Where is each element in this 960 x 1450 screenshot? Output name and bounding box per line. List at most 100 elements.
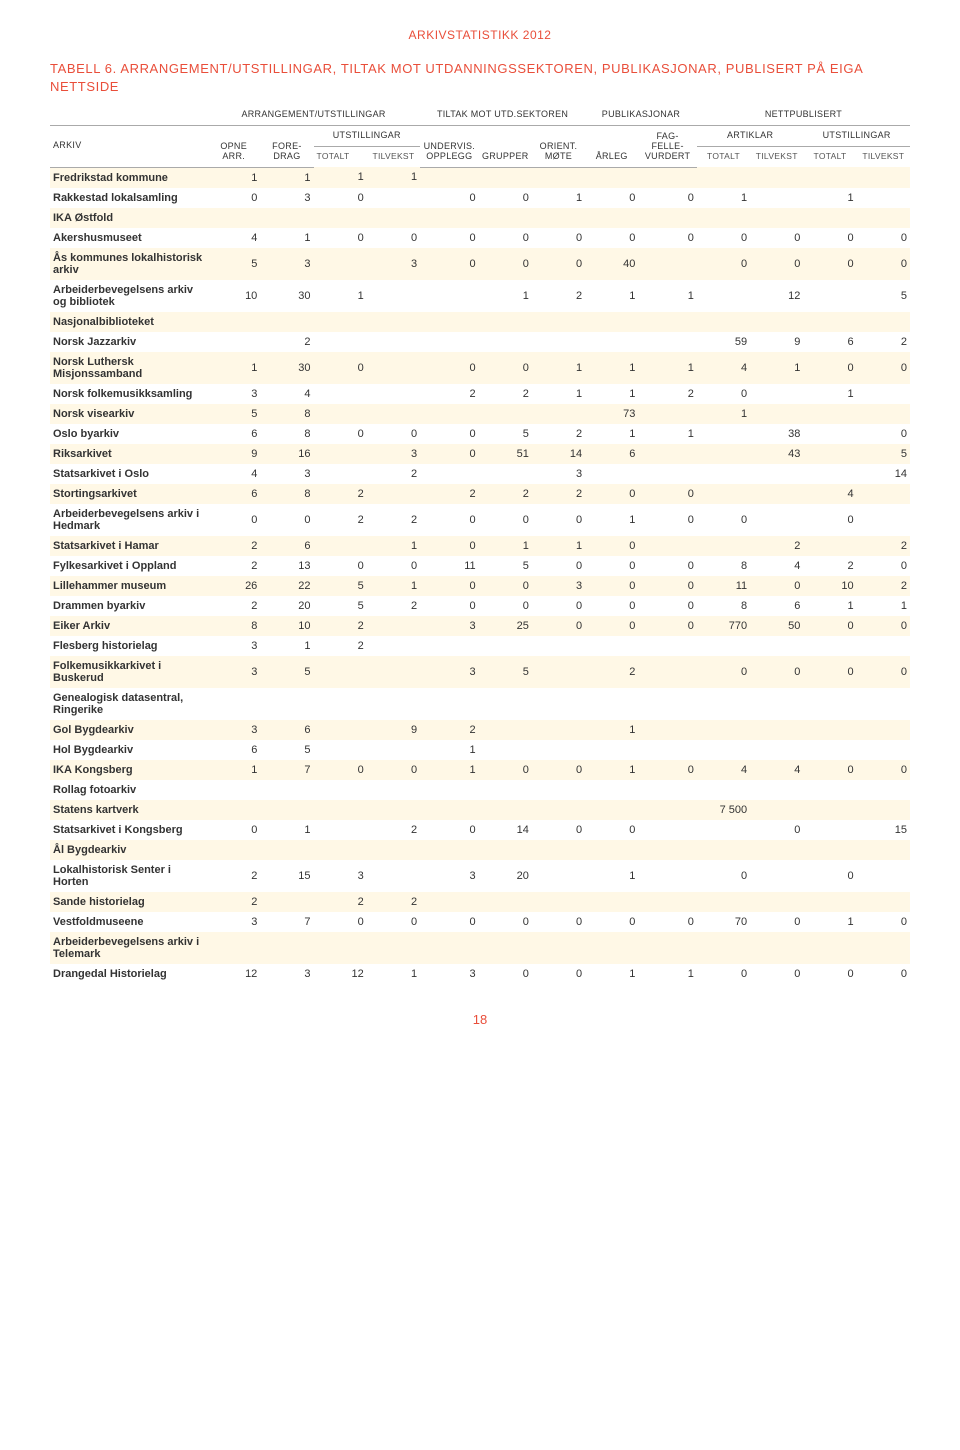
cell [750, 404, 803, 424]
cell: 12 [314, 964, 367, 984]
cell [260, 208, 313, 228]
cell: 14 [532, 444, 585, 464]
cell [750, 188, 803, 208]
row-name: Sande historielag [50, 892, 207, 912]
cell: 3 [207, 636, 260, 656]
cell [750, 740, 803, 760]
cell: 1 [585, 280, 638, 312]
table-row: Akershusmuseet4100000000000 [50, 228, 910, 248]
cell: 73 [585, 404, 638, 424]
cell [367, 860, 420, 892]
cell: 2 [750, 536, 803, 556]
cell: 0 [479, 596, 532, 616]
cell: 26 [207, 576, 260, 596]
cell [857, 188, 910, 208]
cell [750, 688, 803, 720]
col-header: ÅRLEG [585, 126, 638, 168]
cell: 0 [585, 616, 638, 636]
cell [638, 444, 697, 464]
cell [532, 860, 585, 892]
cell [532, 656, 585, 688]
cell: 0 [585, 596, 638, 616]
cell [479, 740, 532, 760]
cell [638, 820, 697, 840]
table-row: Vestfoldmuseene37000000070010 [50, 912, 910, 932]
cell [857, 932, 910, 964]
cell: 1 [314, 167, 367, 188]
cell: 4 [750, 556, 803, 576]
cell: 0 [314, 188, 367, 208]
cell [638, 208, 697, 228]
table-row: Oslo byarkiv680005211380 [50, 424, 910, 444]
cell [479, 932, 532, 964]
cell: 8 [697, 596, 750, 616]
row-name: Flesberg historielag [50, 636, 207, 656]
cell: 10 [207, 280, 260, 312]
cell [697, 688, 750, 720]
cell [585, 464, 638, 484]
cell: 2 [479, 384, 532, 404]
cell [638, 248, 697, 280]
col-header: TILVEKST [857, 147, 910, 168]
cell: 25 [479, 616, 532, 636]
table-row: Ås kommunes lokalhistorisk arkiv53300040… [50, 248, 910, 280]
cell [479, 208, 532, 228]
cell: 0 [420, 504, 479, 536]
cell: 2 [207, 596, 260, 616]
cell [638, 932, 697, 964]
table-row: Arbeiderbevegelsens arkiv i Hedmark00220… [50, 504, 910, 536]
cell: 5 [857, 444, 910, 464]
cell: 3 [260, 464, 313, 484]
row-name: Norsk Luthersk Misjonssamband [50, 352, 207, 384]
cell: 2 [367, 464, 420, 484]
cell [260, 780, 313, 800]
cell [479, 892, 532, 912]
group-header: NETTPUBLISERT [697, 105, 910, 126]
cell: 5 [314, 576, 367, 596]
cell: 0 [367, 556, 420, 576]
cell: 0 [532, 820, 585, 840]
cell [260, 932, 313, 964]
table-row: Drammen byarkiv22052000008611 [50, 596, 910, 616]
cell: 0 [750, 656, 803, 688]
cell: 16 [260, 444, 313, 464]
cell [367, 636, 420, 656]
cell [260, 892, 313, 912]
cell [207, 780, 260, 800]
cell: 5 [260, 656, 313, 688]
row-name: Fredrikstad kommune [50, 167, 207, 188]
cell [803, 800, 856, 820]
cell: 6 [260, 720, 313, 740]
cell [638, 636, 697, 656]
cell [857, 384, 910, 404]
cell: 5 [314, 596, 367, 616]
cell: 2 [314, 892, 367, 912]
cell: 0 [750, 912, 803, 932]
cell [314, 932, 367, 964]
cell: 4 [750, 760, 803, 780]
cell: 3 [260, 964, 313, 984]
cell [803, 820, 856, 840]
cell: 9 [207, 444, 260, 464]
cell: 6 [260, 536, 313, 556]
cell: 0 [314, 228, 367, 248]
cell [479, 688, 532, 720]
row-name: Lokalhistorisk Senter i Horten [50, 860, 207, 892]
cell: 2 [207, 892, 260, 912]
cell [803, 720, 856, 740]
cell [367, 780, 420, 800]
col-header: FAG-FELLE-VURDERT [638, 126, 697, 168]
table-row: Flesberg historielag312 [50, 636, 910, 656]
cell: 0 [585, 556, 638, 576]
cell: 0 [803, 504, 856, 536]
table-row: IKA Østfold [50, 208, 910, 228]
cell [479, 780, 532, 800]
cell [803, 840, 856, 860]
cell: 0 [479, 504, 532, 536]
cell: 9 [367, 720, 420, 740]
table-row: Gol Bygdearkiv36921 [50, 720, 910, 740]
cell [803, 932, 856, 964]
cell: 4 [803, 484, 856, 504]
cell [803, 536, 856, 556]
cell: 8 [697, 556, 750, 576]
